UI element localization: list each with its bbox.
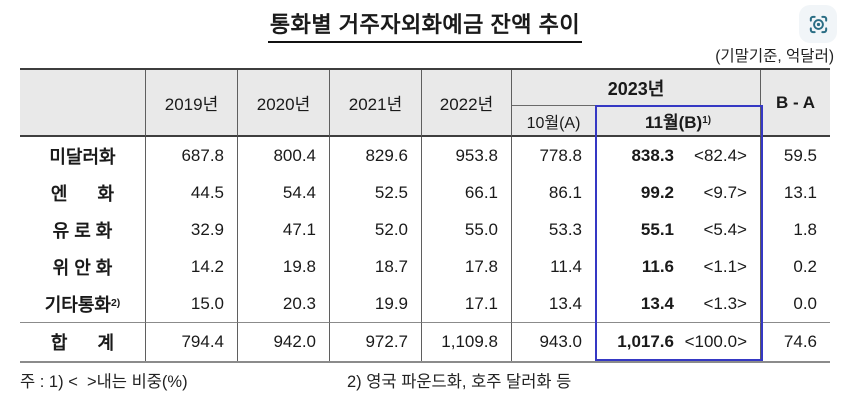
cell-other-nov-value: 13.4 bbox=[640, 293, 674, 313]
page-title: 통화별 거주자외화예금 잔액 추이 bbox=[267, 7, 583, 43]
unit-label: (기말기준, 억달러) bbox=[715, 48, 834, 65]
cell-total-oct: 943.0 bbox=[512, 322, 596, 361]
deposit-table: 2019년 2020년 2021년 2022년 2023년 B - A 10월(… bbox=[20, 68, 830, 363]
cell-other-nov: 13.4 <1.3> bbox=[596, 285, 761, 322]
cell-other-diff: 0.0 bbox=[793, 293, 817, 313]
footnote-2: 2) 영국 파운드화, 호주 달러화 등 bbox=[347, 373, 572, 391]
cell-yuan-2020: 19.8 bbox=[238, 248, 330, 285]
cell-yen-2020: 54.4 bbox=[238, 174, 330, 211]
header-2020: 2020년 bbox=[238, 70, 330, 137]
cell-usd-nov-value: 838.3 bbox=[631, 145, 674, 165]
cell-other-2022: 17.1 bbox=[422, 285, 512, 322]
header-corner bbox=[20, 70, 146, 137]
row-label-text: 기타통화 bbox=[44, 294, 111, 315]
cell-yuan-diff: 0.2 bbox=[793, 256, 817, 276]
cell-total-diff: 74.6 bbox=[761, 322, 830, 361]
cell-yen-nov-share: <9.7> bbox=[703, 182, 748, 202]
cell-yuan-nov: 11.6 <1.1> bbox=[596, 248, 761, 285]
header-november-b-label: 11월(B) bbox=[645, 113, 703, 132]
cell-yen-nov-value: 99.2 bbox=[640, 182, 674, 202]
cell-other-2019: 15.0 bbox=[146, 285, 238, 322]
header-november-b: 11월(B) 1) bbox=[596, 106, 761, 137]
cell-yuan-2019: 14.2 bbox=[146, 248, 238, 285]
cell-yuan-oct: 11.4 bbox=[512, 248, 596, 285]
cell-euro-nov-share: <5.4> bbox=[703, 219, 748, 239]
cell-yen-diff: 13.1 bbox=[783, 182, 817, 202]
cell-usd-oct: 778.8 bbox=[512, 137, 596, 174]
row-label-text: 미달러화 bbox=[49, 146, 116, 167]
cell-euro-2021: 52.0 bbox=[330, 211, 422, 248]
cell-usd-2021: 829.6 bbox=[330, 137, 422, 174]
cell-total-2019: 794.4 bbox=[146, 322, 238, 361]
row-other-label: 기타통화 2) bbox=[20, 285, 146, 322]
cell-euro-2020: 47.1 bbox=[238, 211, 330, 248]
cell-euro-nov-value: 55.1 bbox=[640, 219, 674, 239]
row-usd-label: 미달러화 bbox=[20, 137, 146, 174]
row-euro-label: 유 로 화 bbox=[20, 211, 146, 248]
cell-other-2021: 19.9 bbox=[330, 285, 422, 322]
cell-total-nov: 1,017.6 <100.0> bbox=[596, 322, 761, 361]
row-label-text: 유 로 화 bbox=[52, 220, 113, 241]
cell-yuan-nov-share: <1.1> bbox=[703, 256, 748, 276]
row-yuan-label: 위 안 화 bbox=[20, 248, 146, 285]
row-label-text: 위 안 화 bbox=[52, 257, 113, 278]
cell-yen-oct: 86.1 bbox=[512, 174, 596, 211]
cell-total-nov-value: 1,017.6 bbox=[617, 332, 674, 351]
cell-usd-2019: 687.8 bbox=[146, 137, 238, 174]
cell-usd-2020: 800.4 bbox=[238, 137, 330, 174]
footnotes: 주 : 1) < >내는 비중(%) 2) 영국 파운드화, 호주 달러화 등 bbox=[20, 368, 830, 392]
cell-yuan-nov-value: 11.6 bbox=[641, 256, 674, 276]
header-2022: 2022년 bbox=[422, 70, 512, 137]
header-b-minus-a-label: B - A bbox=[775, 92, 816, 112]
cell-euro-oct: 53.3 bbox=[512, 211, 596, 248]
cell-yen-2022: 66.1 bbox=[422, 174, 512, 211]
row-yen-label: 엔 화 bbox=[20, 174, 146, 211]
cell-other-oct: 13.4 bbox=[512, 285, 596, 322]
cell-total-2021: 972.7 bbox=[330, 322, 422, 361]
cell-total-2020: 942.0 bbox=[238, 322, 330, 361]
header-2021: 2021년 bbox=[330, 70, 422, 137]
cell-yuan-2021: 18.7 bbox=[330, 248, 422, 285]
cell-usd-nov: 838.3 <82.4> bbox=[596, 137, 761, 174]
header-october-a: 10월(A) bbox=[512, 106, 596, 137]
cell-total-2022: 1,109.8 bbox=[422, 322, 512, 361]
cell-usd-2022: 953.8 bbox=[422, 137, 512, 174]
image-search-button[interactable] bbox=[799, 5, 837, 43]
title-wrap: 통화별 거주자외화예금 잔액 추이 bbox=[0, 7, 850, 43]
row-label-text: 엔 화 bbox=[50, 183, 115, 204]
header-2019: 2019년 bbox=[146, 70, 238, 137]
cell-other-2020: 20.3 bbox=[238, 285, 330, 322]
header-2023: 2023년 bbox=[512, 70, 761, 106]
cell-euro-2019: 32.9 bbox=[146, 211, 238, 248]
footnote-1: 주 : 1) < >내는 비중(%) bbox=[20, 373, 188, 391]
cell-other-nov-share: <1.3> bbox=[703, 293, 748, 313]
cell-euro-nov: 55.1 <5.4> bbox=[596, 211, 761, 248]
cell-euro-diff: 1.8 bbox=[793, 219, 817, 239]
cell-yuan-2022: 17.8 bbox=[422, 248, 512, 285]
cell-yen-2021: 52.5 bbox=[330, 174, 422, 211]
cell-usd-nov-share: <82.4> bbox=[694, 145, 747, 165]
header-b-minus-a: B - A bbox=[761, 70, 830, 137]
cell-yen-2019: 44.5 bbox=[146, 174, 238, 211]
cell-usd-diff: 59.5 bbox=[783, 145, 817, 165]
cell-euro-2022: 55.0 bbox=[422, 211, 512, 248]
cell-total-nov-share: <100.0> bbox=[684, 332, 747, 351]
row-total-label: 합 계 bbox=[20, 322, 146, 361]
lens-scan-icon bbox=[807, 13, 830, 36]
cell-yen-nov: 99.2 <9.7> bbox=[596, 174, 761, 211]
